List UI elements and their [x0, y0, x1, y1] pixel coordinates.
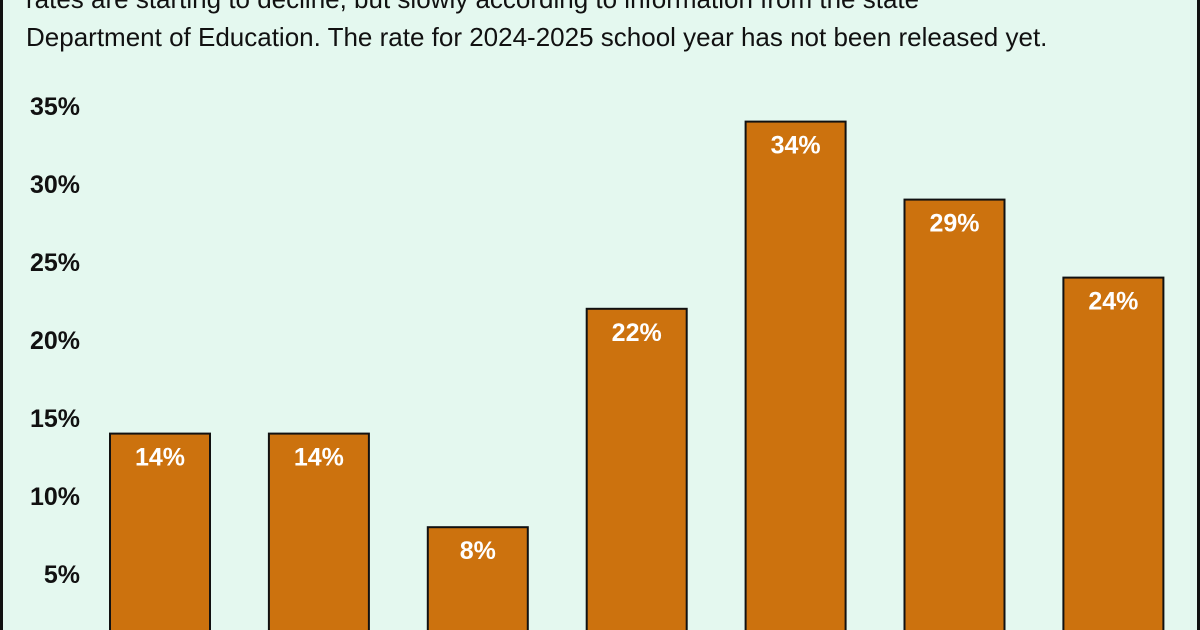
bar-value-label: 29%: [929, 210, 979, 238]
y-tick-label: 25%: [30, 249, 80, 277]
bar-value-label: 22%: [612, 319, 662, 347]
bar: [1062, 276, 1165, 630]
caption-line-1: rates are starting to decline, but slowl…: [26, 0, 1186, 18]
bar: [426, 526, 529, 630]
bar-value-label: 14%: [294, 444, 344, 472]
y-tick-label: 30%: [30, 171, 80, 199]
bar-value-label: 34%: [771, 132, 821, 160]
bar: [744, 120, 847, 630]
caption-line-2: Department of Education. The rate for 20…: [26, 22, 1048, 52]
bar-value-label: 24%: [1088, 288, 1138, 316]
chart-caption: rates are starting to decline, but slowl…: [26, 0, 1186, 56]
y-tick-label: 35%: [30, 93, 80, 121]
bar: [267, 432, 370, 630]
bar: [585, 307, 688, 630]
y-tick-label: 5%: [44, 561, 80, 589]
bar-value-label: 14%: [135, 444, 185, 472]
y-tick-label: 20%: [30, 327, 80, 355]
bar-value-label: 8%: [460, 537, 496, 565]
bar: [903, 198, 1006, 630]
y-tick-label: 10%: [30, 483, 80, 511]
bar: [109, 432, 211, 630]
y-tick-label: 15%: [30, 405, 80, 433]
